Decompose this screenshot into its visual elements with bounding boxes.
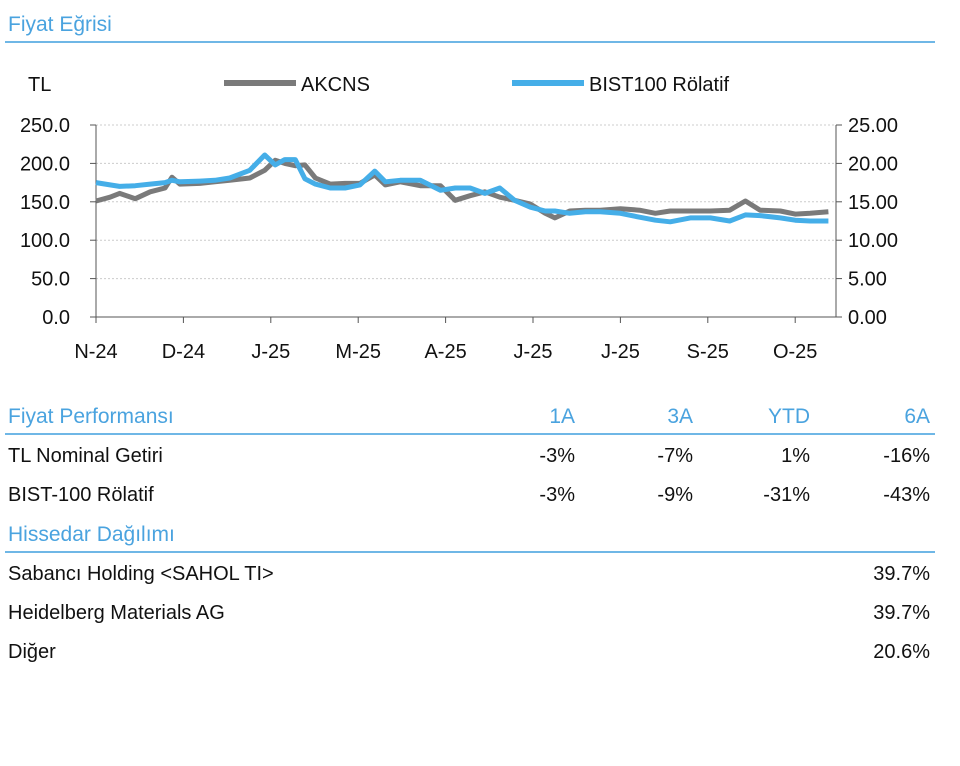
chart-heading: Fiyat Eğrisi (8, 13, 112, 36)
x-tick-label: S-25 (687, 341, 729, 363)
divider (5, 41, 935, 43)
x-tick-label: N-24 (74, 341, 117, 363)
performance-header-row: 1A 3A YTD 6A (8, 405, 930, 435)
table-row: Sabancı Holding <SAHOL TI> 39.7% (8, 563, 930, 593)
right-tick-label: 20.00 (848, 153, 898, 175)
row-label: TL Nominal Getiri (8, 445, 163, 467)
x-tick-label: M-25 (335, 341, 381, 363)
right-tick-label: 25.00 (848, 115, 898, 137)
col-3a: 3A (667, 405, 693, 428)
row-label: BIST-100 Rölatif (8, 484, 154, 506)
cell: -7% (657, 445, 693, 467)
price-chart: 250.0 25.00 200.0 20.00 150.0 15.00 100.0 10.00… (20, 74, 898, 363)
cell: -43% (883, 484, 930, 506)
left-tick-label: 100.0 (20, 230, 70, 252)
col-6a: 6A (904, 405, 930, 428)
left-tick-label: 200.0 (20, 153, 70, 175)
legend-label: AKCNS (301, 74, 370, 96)
x-tick-label: J-25 (514, 341, 553, 363)
shareholders-heading: Hissedar Dağılımı (8, 523, 175, 546)
divider (5, 551, 935, 553)
table-row: Heidelberg Materials AG 39.7% (8, 602, 930, 632)
right-tick-label: 5.00 (848, 269, 887, 291)
right-tick-label: 10.00 (848, 230, 898, 252)
table-row: BIST-100 Rölatif -3% -9% -31% -43% (8, 484, 930, 514)
cell: -31% (763, 484, 810, 506)
cell: 39.7% (873, 563, 930, 585)
x-tick-label: J-25 (251, 341, 290, 363)
legend-label: BIST100 Rölatif (589, 74, 730, 96)
table-row: TL Nominal Getiri -3% -7% 1% -16% (8, 445, 930, 475)
table-row: Diğer 20.6% (8, 641, 930, 671)
right-tick-label: 0.00 (848, 307, 887, 329)
x-tick-label: J-25 (601, 341, 640, 363)
left-tick-label: 150.0 (20, 192, 70, 214)
x-tick-label: O-25 (773, 341, 817, 363)
left-axis-label: TL (28, 74, 51, 96)
series-line-bist100-relative (95, 152, 829, 225)
cell: 20.6% (873, 641, 930, 663)
performance-heading: Fiyat Performansı (8, 405, 174, 428)
divider (5, 433, 935, 435)
left-tick-label: 250.0 (20, 115, 70, 137)
row-label: Diğer (8, 641, 56, 663)
left-tick-label: 50.0 (31, 269, 70, 291)
right-tick-label: 15.00 (848, 192, 898, 214)
cell: -16% (883, 445, 930, 467)
row-label: Sabancı Holding <SAHOL TI> (8, 563, 274, 585)
cell: -9% (657, 484, 693, 506)
x-tick-label: D-24 (162, 341, 205, 363)
col-ytd: YTD (768, 405, 810, 428)
cell: 39.7% (873, 602, 930, 624)
col-1a: 1A (549, 405, 575, 428)
cell: -3% (539, 445, 575, 467)
x-tick-label: A-25 (424, 341, 466, 363)
row-label: Heidelberg Materials AG (8, 602, 225, 624)
cell: -3% (539, 484, 575, 506)
left-tick-label: 0.0 (42, 307, 70, 329)
cell: 1% (781, 445, 810, 467)
